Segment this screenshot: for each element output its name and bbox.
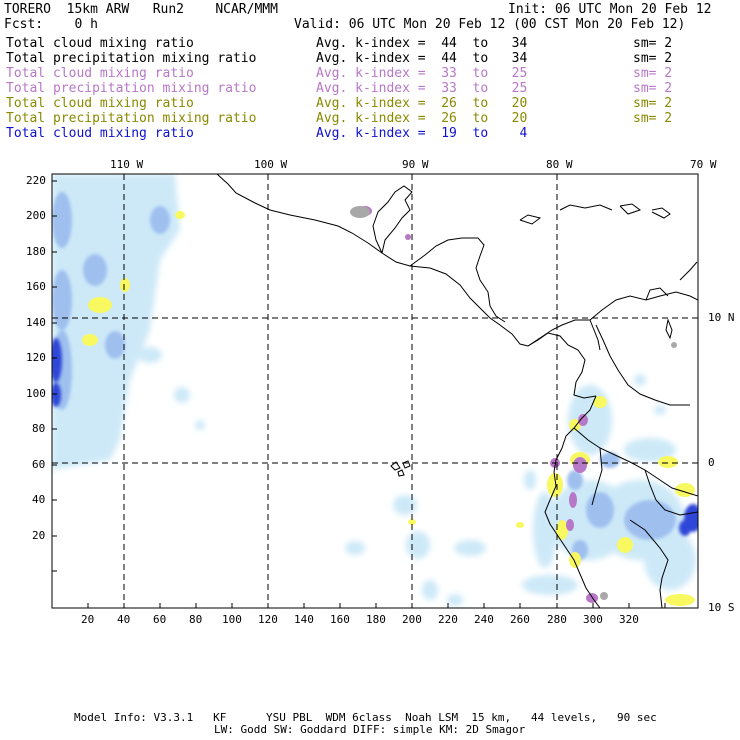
x-tick-label: 320 (619, 613, 639, 626)
coastlines (216, 174, 698, 608)
legend-field-3: Total cloud mixing ratio (6, 66, 194, 81)
y-tick-label: 100 (26, 387, 46, 400)
y-tick-label: 140 (26, 316, 46, 329)
x-tick-label: 80 (189, 613, 203, 626)
y-tick-label: 180 (26, 245, 46, 258)
legend-kindex-7: Avg. k-index = 19 to 4 (316, 126, 528, 141)
lon-label-70w: 70 W (690, 158, 717, 171)
x-tick-label: 220 (438, 613, 458, 626)
lon-label-90w: 90 W (402, 158, 429, 171)
cloud-dark-field (52, 338, 698, 536)
legend-kindex-5: Avg. k-index = 26 to 20 (316, 96, 528, 111)
cloud-light-field (52, 174, 696, 606)
y-tick-label: 60 (32, 458, 46, 471)
x-axis-ticks (87, 603, 666, 608)
legend-kindex-3: Avg. k-index = 33 to 25 (316, 66, 528, 81)
x-tick-label: 300 (583, 613, 603, 626)
legend-field-6: Total precipitation mixing ratio (6, 111, 257, 126)
x-tick-label: 240 (474, 613, 494, 626)
x-tick-label: 180 (366, 613, 386, 626)
y-tick-label: 80 (32, 422, 46, 435)
legend-kindex-2: Avg. k-index = 44 to 34 (316, 51, 528, 66)
header-fcst: Fcst: 0 h (4, 17, 98, 32)
gray-field (350, 206, 677, 600)
legend-sm-2: sm= 2 (633, 51, 673, 66)
header-title: TORERO 15km ARW Run2 NCAR/MMM (4, 2, 278, 17)
y-axis-ticks (52, 180, 57, 572)
y-tick-label: 120 (26, 351, 46, 364)
legend-field-4: Total precipitation mixing ratio (6, 81, 257, 96)
x-tick-label: 280 (547, 613, 567, 626)
y-tick-label: 40 (32, 493, 46, 506)
y-tick-label: 160 (26, 280, 46, 293)
map-frame (51, 173, 699, 609)
lat-label-0: 0 (708, 456, 715, 469)
legend-sm-5: sm= 2 (633, 96, 673, 111)
legend-field-7: Total cloud mixing ratio (6, 126, 194, 141)
legend-sm-1: sm= 2 (633, 36, 673, 51)
lat-lon-grid (52, 174, 698, 608)
x-tick-label: 260 (510, 613, 530, 626)
legend-kindex-1: Avg. k-index = 44 to 34 (316, 36, 528, 51)
legend-kindex-4: Avg. k-index = 33 to 25 (316, 81, 528, 96)
x-tick-label: 120 (258, 613, 278, 626)
legend-kindex-6: Avg. k-index = 26 to 20 (316, 111, 528, 126)
x-tick-label: 140 (294, 613, 314, 626)
x-tick-label: 160 (330, 613, 350, 626)
x-tick-label: 100 (222, 613, 242, 626)
legend-sm-3: sm= 2 (633, 66, 673, 81)
footer-physics-info: LW: Godd SW: Goddard DIFF: simple KM: 2D… (214, 723, 526, 736)
lon-label-110w: 110 W (110, 158, 144, 171)
legend-field-5: Total cloud mixing ratio (6, 96, 194, 111)
y-tick-label: 220 (26, 174, 46, 187)
x-tick-label: 40 (117, 613, 131, 626)
yellow-field (82, 211, 695, 606)
lat-label-10s: 10 S (708, 601, 735, 614)
lon-label-100w: 100 W (254, 158, 288, 171)
y-tick-label: 200 (26, 209, 46, 222)
x-tick-label: 60 (153, 613, 167, 626)
y-tick-label: 20 (32, 529, 46, 542)
x-tick-label: 20 (81, 613, 95, 626)
footer-model-info: Model Info: V3.3.1 KF YSU PBL WDM 6class… (74, 711, 657, 724)
legend-field-1: Total cloud mixing ratio (6, 36, 194, 51)
legend-field-2: Total precipitation mixing ratio (6, 51, 257, 66)
header-valid: Valid: 06 UTC Mon 20 Feb 12 (00 CST Mon … (294, 17, 686, 32)
x-tick-label: 200 (402, 613, 422, 626)
header-init: Init: 06 UTC Mon 20 Feb 12 (508, 2, 712, 17)
legend-sm-6: sm= 2 (633, 111, 673, 126)
purple-field (358, 206, 598, 603)
lon-label-80w: 80 W (546, 158, 573, 171)
legend-sm-4: sm= 2 (633, 81, 673, 96)
lat-label-10n: 10 N (708, 311, 735, 324)
